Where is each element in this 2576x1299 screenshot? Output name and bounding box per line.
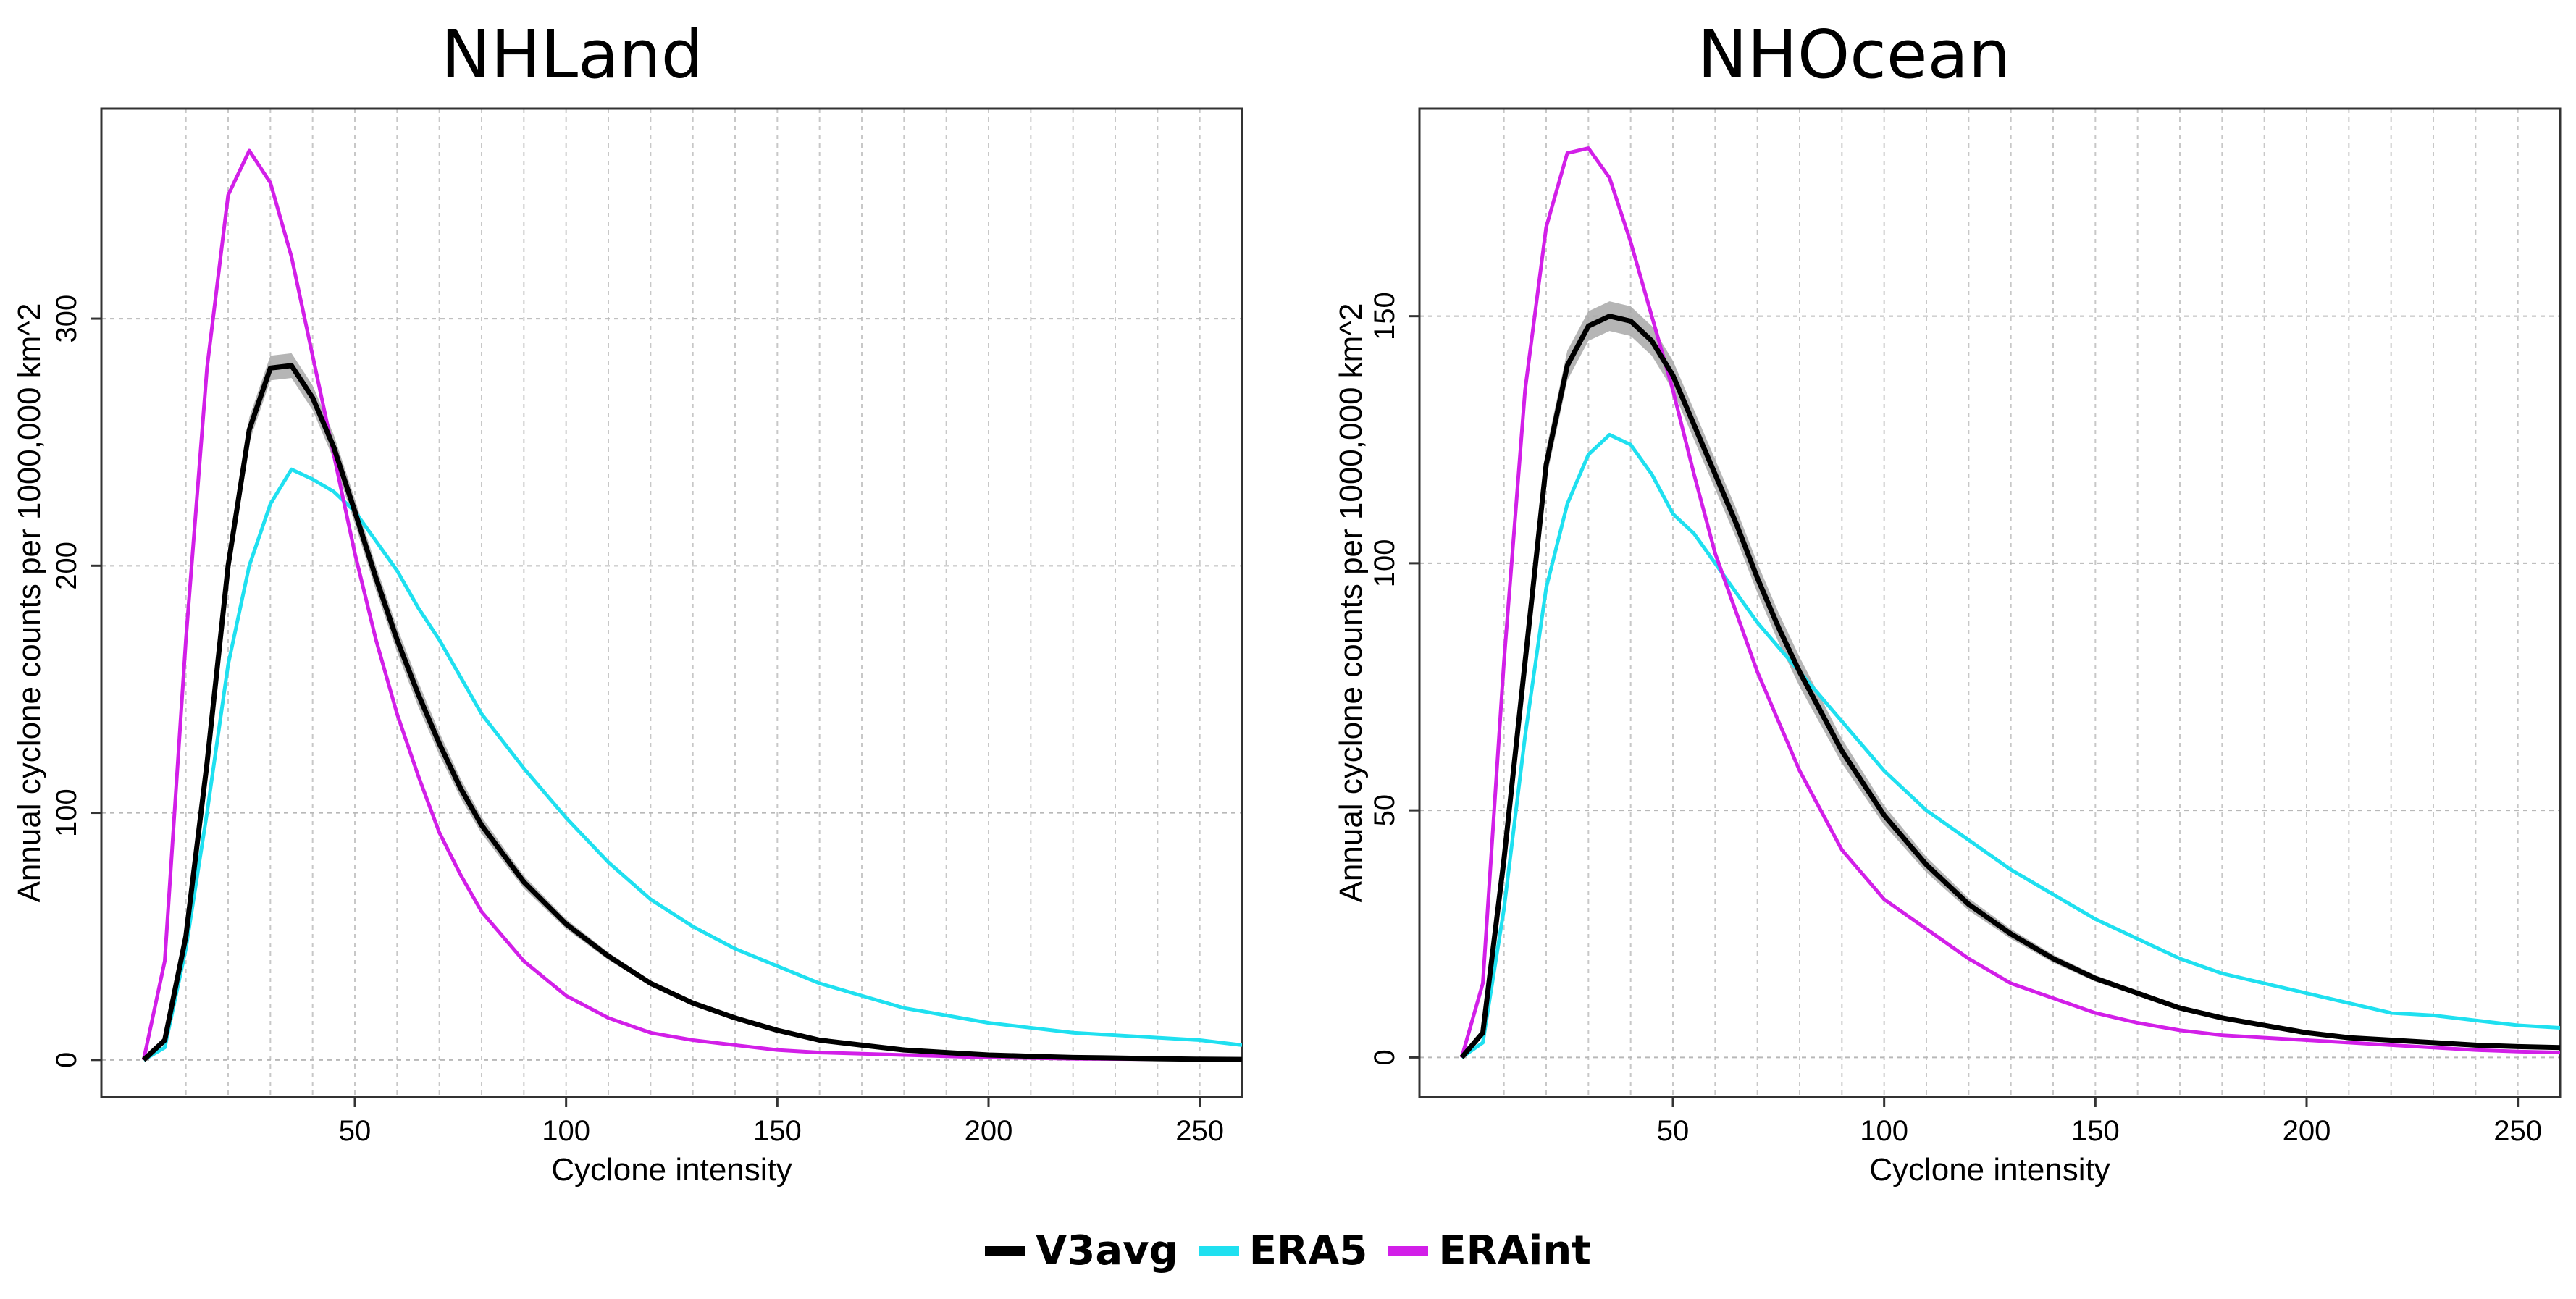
legend-item-v3avg: V3avg (985, 1227, 1178, 1274)
legend-item-era5: ERA5 (1198, 1227, 1368, 1274)
plot-frame (1418, 107, 2562, 1098)
y-tick-label: 100 (1369, 539, 1401, 588)
y-tick-label: 0 (1369, 1049, 1401, 1065)
x-tick-label: 150 (2071, 1115, 2120, 1147)
y-axis-label: Annual cyclone counts per 1000,000 km^2 (12, 303, 47, 903)
x-tick-label: 200 (2283, 1115, 2331, 1147)
y-tick-label: 100 (51, 789, 83, 837)
x-tick-label: 250 (1175, 1115, 1224, 1147)
x-tick-label: 50 (339, 1115, 372, 1147)
legend-label-v3avg: V3avg (1036, 1227, 1178, 1274)
charts-canvas: 50 100 150 200 250 0 100 200 300 Cyclone intensit… (12, 107, 2562, 1187)
y-tick-label: 150 (1369, 292, 1401, 340)
y-tick-label: 50 (1369, 794, 1401, 827)
legend-item-erait: ERAint (1388, 1227, 1591, 1274)
chart-title-nhocean: NHOcean (1697, 16, 2011, 93)
plot-frame (100, 107, 1243, 1098)
y-tick-label: 200 (51, 542, 83, 590)
series-line-era5 (1460, 432, 2560, 1059)
x-axis-label: Cyclone intensity (551, 1152, 792, 1187)
legend: V3avg ERA5 ERAint (0, 1227, 2576, 1274)
y-tick-label: 300 (51, 295, 83, 343)
x-tick-label: 200 (965, 1115, 1013, 1147)
y-tick-label: 0 (51, 1052, 83, 1068)
legend-swatch-v3avg (985, 1245, 1026, 1256)
x-tick-label: 100 (1860, 1115, 1908, 1147)
series-line-era5 (143, 467, 1242, 1062)
x-tick-label: 150 (753, 1115, 802, 1147)
series-line-v3avg (1459, 314, 2560, 1059)
legend-label-eraint: ERAint (1438, 1227, 1591, 1274)
y-axis-label: Annual cyclone counts per 1000,000 km^2 (1333, 303, 1369, 903)
x-tick-label: 250 (2493, 1115, 2542, 1147)
chart-title-nhland: NHLand (440, 16, 704, 93)
chart-nhocean: 50 100 150 200 250 0 50 100 150 Cyclone intensity… (1333, 107, 2562, 1187)
legend-swatch-era5 (1198, 1245, 1239, 1256)
x-tick-label: 100 (542, 1115, 590, 1147)
x-tick-label: 50 (1657, 1115, 1690, 1147)
legend-swatch-eraint (1388, 1245, 1429, 1256)
chart-nhland: 50 100 150 200 250 0 100 200 300 Cyclone intensit… (12, 107, 1243, 1187)
series-line-v3avg (141, 363, 1242, 1062)
series-line-eraint (1459, 146, 2560, 1059)
x-axis-label: Cyclone intensity (1869, 1152, 2110, 1187)
legend-label-era5: ERA5 (1249, 1227, 1368, 1274)
